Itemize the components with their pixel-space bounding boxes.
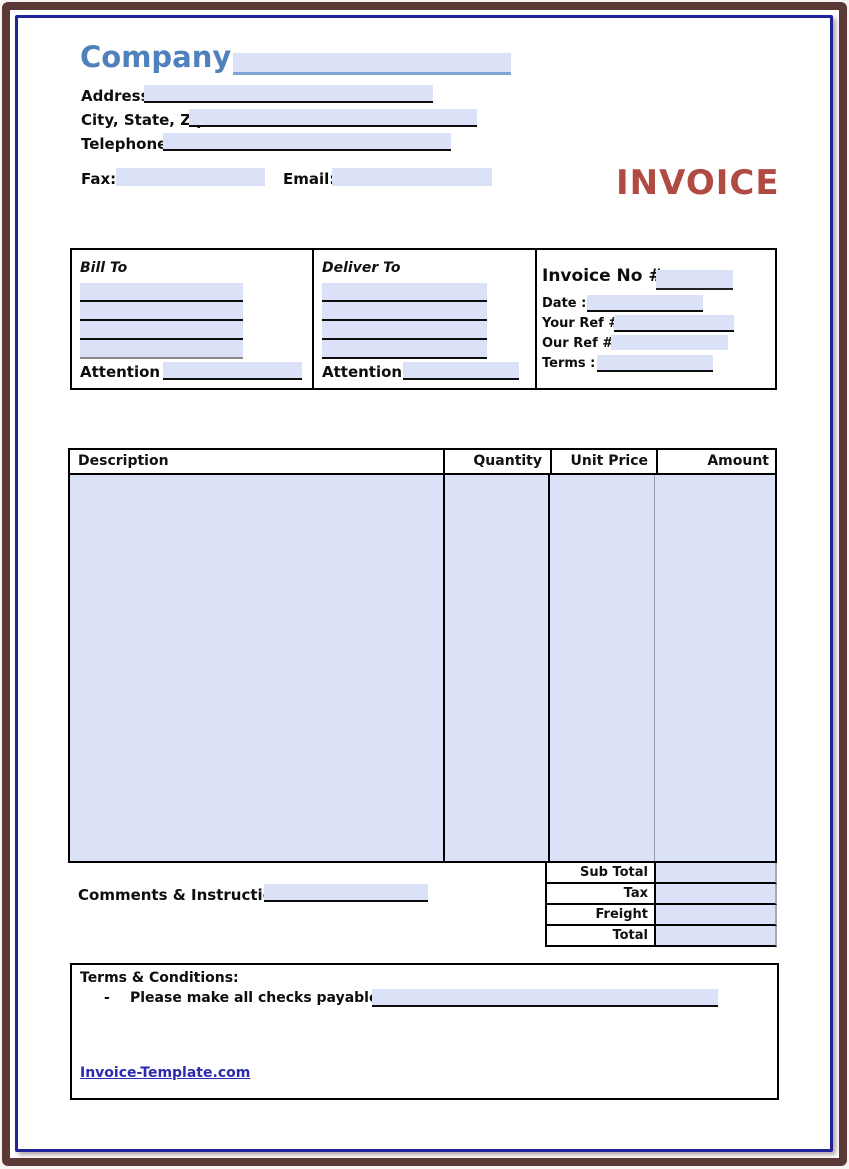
city-state-zip-label: City, State, Zip: bbox=[81, 111, 213, 129]
address-label: Address: bbox=[81, 87, 156, 105]
terms-field[interactable] bbox=[597, 355, 713, 372]
total-row-subtotal: Sub Total bbox=[545, 863, 777, 884]
deliver-to-heading: Deliver To bbox=[322, 260, 401, 276]
date-label: Date : bbox=[542, 296, 587, 311]
telephone-label: Telephone: bbox=[81, 135, 174, 153]
subtotal-value-field[interactable] bbox=[656, 863, 777, 884]
our-ref-label: Our Ref # bbox=[542, 336, 614, 351]
bill-to-address-line[interactable] bbox=[80, 340, 243, 359]
email-field[interactable] bbox=[332, 168, 492, 186]
bill-to-address-line[interactable] bbox=[80, 283, 243, 302]
terms-label: Terms : bbox=[542, 356, 596, 371]
deliver-to-address-line[interactable] bbox=[322, 302, 487, 321]
our-ref-field[interactable] bbox=[611, 335, 728, 350]
telephone-field[interactable] bbox=[163, 133, 451, 151]
date-field[interactable] bbox=[587, 295, 703, 312]
total-row-total: Total bbox=[545, 926, 777, 947]
total-row-tax: Tax bbox=[545, 884, 777, 905]
city-state-zip-field[interactable] bbox=[189, 109, 477, 127]
comments-label: Comments & Instructions: bbox=[78, 886, 299, 904]
bill-to-address-line[interactable] bbox=[80, 302, 243, 321]
comments-field[interactable] bbox=[264, 884, 428, 902]
bullet-dash: - bbox=[104, 990, 110, 1006]
deliver-to-address-lines[interactable] bbox=[322, 283, 487, 359]
tax-value-field[interactable] bbox=[656, 884, 777, 905]
invoice-no-field[interactable] bbox=[656, 270, 733, 290]
address-field[interactable] bbox=[144, 85, 433, 103]
deliver-to-address-line[interactable] bbox=[322, 340, 487, 359]
bill-to-address-lines[interactable] bbox=[80, 283, 243, 359]
deliver-to-address-line[interactable] bbox=[322, 283, 487, 302]
deliver-to-address-line[interactable] bbox=[322, 321, 487, 340]
parties-divider-1 bbox=[312, 250, 314, 388]
total-row-freight: Freight bbox=[545, 905, 777, 926]
invoice-template-link[interactable]: Invoice-Template.com bbox=[80, 1065, 251, 1081]
invoice-title: INVOICE bbox=[616, 163, 780, 203]
bill-to-attention-label: Attention : bbox=[80, 363, 172, 381]
bill-to-heading: Bill To bbox=[80, 260, 128, 276]
column-divider bbox=[443, 475, 445, 861]
terms-conditions-panel: Terms & Conditions: - Please make all ch… bbox=[70, 963, 779, 1100]
total-value-field[interactable] bbox=[656, 926, 777, 947]
terms-conditions-heading: Terms & Conditions: bbox=[80, 970, 239, 986]
total-label: Total bbox=[545, 926, 656, 947]
email-label: Email: bbox=[283, 170, 336, 188]
bill-to-address-line[interactable] bbox=[80, 321, 243, 340]
freight-value-field[interactable] bbox=[656, 905, 777, 926]
fax-label: Fax: bbox=[81, 170, 117, 188]
column-header-unit-price: Unit Price bbox=[552, 450, 658, 473]
totals-section: Sub Total Tax Freight Total bbox=[545, 863, 777, 947]
deliver-to-attention-label: Attention : bbox=[322, 363, 414, 381]
column-divider bbox=[548, 475, 550, 861]
column-header-amount: Amount bbox=[707, 453, 769, 469]
items-table-body[interactable] bbox=[70, 475, 775, 861]
parties-divider-2 bbox=[535, 250, 537, 388]
column-header-description: Description bbox=[70, 450, 445, 473]
parties-panel: Bill To Attention : Deliver To Attention… bbox=[70, 248, 777, 390]
freight-label: Freight bbox=[545, 905, 656, 926]
subtotal-label: Sub Total bbox=[545, 863, 656, 884]
deliver-to-attention-field[interactable] bbox=[403, 362, 519, 380]
payable-to-field[interactable] bbox=[372, 989, 718, 1007]
invoice-no-label: Invoice No # bbox=[542, 266, 663, 286]
your-ref-label: Your Ref # bbox=[542, 316, 620, 331]
tax-label: Tax bbox=[545, 884, 656, 905]
bill-to-attention-field[interactable] bbox=[163, 362, 302, 380]
items-table-header: Description Quantity Unit Price Amount bbox=[70, 450, 775, 475]
company-name-field[interactable] bbox=[233, 53, 511, 75]
fax-field[interactable] bbox=[116, 168, 265, 186]
your-ref-field[interactable] bbox=[614, 315, 734, 332]
column-header-quantity: Quantity bbox=[445, 450, 552, 473]
column-divider bbox=[654, 475, 655, 861]
payable-to-label: Please make all checks payable to: bbox=[130, 990, 406, 1006]
company-title: Company bbox=[80, 40, 232, 74]
items-table: Description Quantity Unit Price Amount bbox=[68, 448, 777, 863]
